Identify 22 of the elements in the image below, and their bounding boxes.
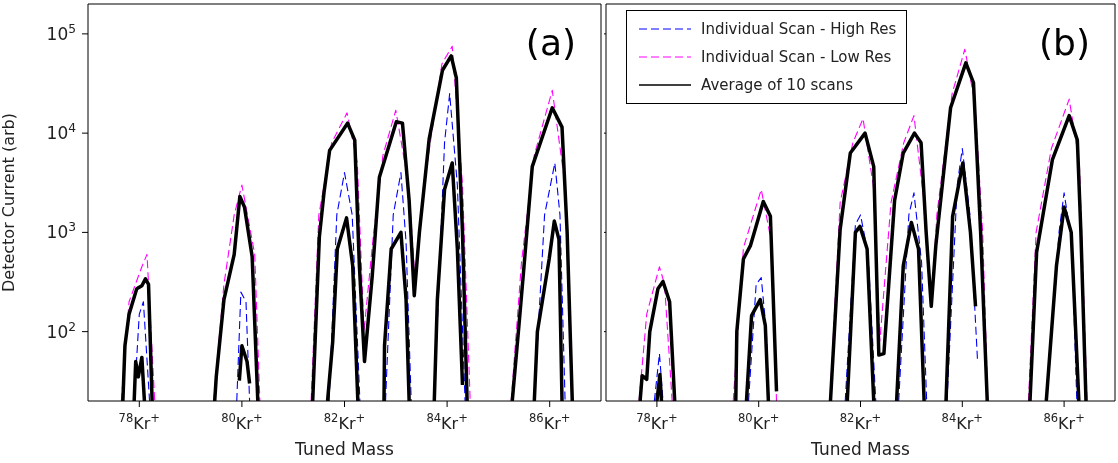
- x-tick-label: $^{84}$Kr$^{+}$: [941, 411, 983, 433]
- legend-label: Individual Scan - High Res: [701, 20, 897, 38]
- annotation: (b): [1039, 22, 1090, 63]
- x-axis-title: Tuned Mass: [810, 439, 911, 459]
- y-tick-label: 10$^{2}$: [46, 319, 76, 342]
- x-tick-label: $^{80}$Kr$^{+}$: [738, 411, 780, 433]
- y-tick-label: 10$^{4}$: [46, 121, 77, 144]
- y-tick-label: 10$^{5}$: [46, 21, 76, 44]
- x-axis-title: Tuned Mass: [294, 439, 395, 459]
- legend-label: Average of 10 scans: [701, 76, 854, 94]
- annotation: (a): [525, 22, 576, 63]
- x-tick-label: $^{78}$Kr$^{+}$: [636, 411, 678, 433]
- x-tick-label: $^{82}$Kr$^{+}$: [839, 411, 882, 433]
- legend-label: Individual Scan - Low Res: [701, 48, 892, 66]
- x-tick-label: $^{86}$Kr$^{+}$: [529, 411, 571, 433]
- y-tick-label: 10$^{3}$: [46, 220, 76, 243]
- y-axis-title: Detector Current (arb): [0, 112, 18, 293]
- x-tick-label: $^{82}$Kr$^{+}$: [323, 411, 366, 433]
- x-tick-label: $^{78}$Kr$^{+}$: [118, 411, 160, 433]
- x-tick-label: $^{80}$Kr$^{+}$: [221, 411, 263, 433]
- x-tick-label: $^{84}$Kr$^{+}$: [426, 411, 468, 433]
- x-tick-label: $^{86}$Kr$^{+}$: [1043, 411, 1085, 433]
